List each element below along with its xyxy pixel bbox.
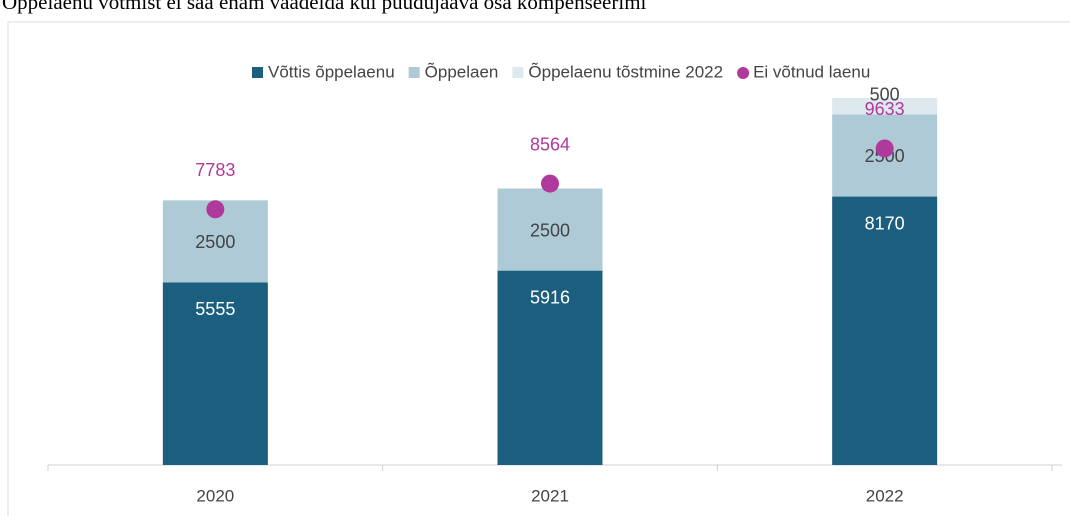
x-tick-label: 2020 <box>196 486 234 505</box>
bar-segment <box>497 188 603 271</box>
point-label: 9633 <box>865 99 905 119</box>
x-tick-label: 2021 <box>531 486 569 505</box>
caption: Õppelaenu võtmist ei saa enam vaadelda k… <box>2 0 647 14</box>
legend-label: Võttis õppelaenu <box>268 62 395 81</box>
point-label: 8564 <box>530 134 570 154</box>
legend-marker <box>252 67 263 78</box>
point <box>875 139 894 158</box>
bar-label: 8170 <box>865 213 905 233</box>
point <box>206 200 225 219</box>
frame <box>7 21 1070 516</box>
legend-label: Õppelaen <box>425 62 499 81</box>
point <box>541 174 559 193</box>
bar-label: 5916 <box>530 287 570 307</box>
point-label: 7783 <box>195 160 235 180</box>
legend-label: Õppelaenu tõstmine 2022 <box>528 62 723 81</box>
bar-segment <box>832 196 938 466</box>
bar-label: 2500 <box>195 232 235 252</box>
bar-label: 2500 <box>530 220 570 240</box>
x-tick-label: 2022 <box>866 486 904 505</box>
legend-marker <box>737 67 750 79</box>
legend-marker <box>408 67 420 78</box>
bar-label: 5555 <box>195 299 235 319</box>
legend-label: Ei võtnud laenu <box>753 62 870 81</box>
legend-marker <box>512 67 524 78</box>
bar-label: 500 <box>870 85 900 105</box>
bar-segment <box>497 270 603 465</box>
bar-segment <box>832 97 938 115</box>
bar-segment <box>162 282 268 465</box>
